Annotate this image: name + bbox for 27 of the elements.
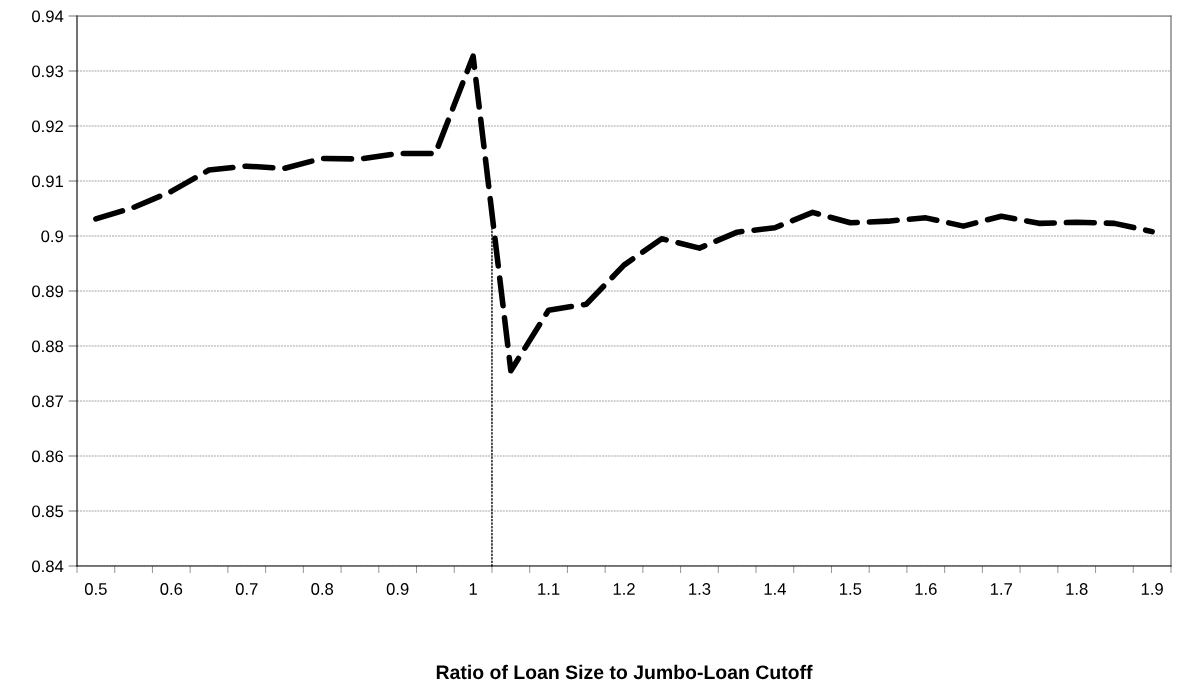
y-tick-label: 0.85 — [32, 505, 64, 518]
y-tick-label: 0.9 — [41, 230, 64, 243]
x-tick-label: 1.3 — [689, 583, 711, 595]
y-tick-label: 0.89 — [32, 285, 64, 298]
x-tick-label: 0.8 — [311, 583, 334, 595]
y-tick-label: 0.92 — [32, 120, 63, 133]
x-tick-label: 0.5 — [84, 583, 107, 595]
x-tick-label: 1.6 — [915, 583, 937, 595]
x-tick-label: 1 — [469, 583, 477, 595]
y-tick-label: 0.91 — [32, 175, 63, 188]
y-tick-label: 0.88 — [32, 340, 64, 353]
x-tick-label: 1.5 — [840, 583, 862, 595]
x-tick-label: 1.2 — [613, 583, 635, 595]
y-tick-label: 0.94 — [32, 10, 64, 23]
y-tick-label: 0.93 — [32, 65, 64, 78]
y-tick-label: 0.87 — [32, 395, 63, 408]
y-tick-label: 0.84 — [32, 560, 64, 573]
x-tick-label: 0.7 — [235, 583, 258, 595]
x-tick-label: 0.6 — [160, 583, 183, 595]
x-tick-label: 1.8 — [1066, 583, 1088, 595]
x-tick-label: 1.1 — [538, 583, 560, 595]
x-axis-title: Ratio of Loan Size to Jumbo-Loan Cutoff — [436, 664, 813, 680]
x-tick-label: 1.4 — [764, 583, 786, 595]
x-tick-label: 1.9 — [1141, 583, 1163, 595]
x-tick-label: 0.9 — [386, 583, 409, 595]
y-tick-label: 0.86 — [32, 450, 64, 463]
x-tick-label: 1.7 — [990, 583, 1012, 595]
